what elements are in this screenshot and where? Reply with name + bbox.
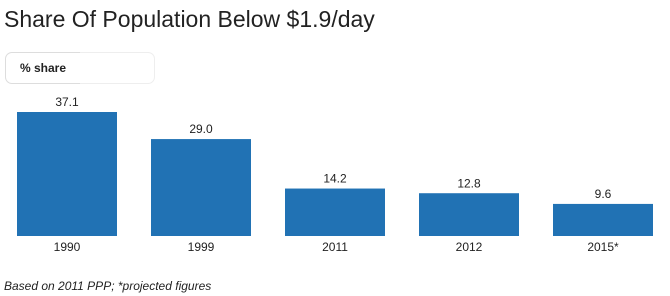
value-label: 37.1 — [55, 95, 79, 109]
toggle-button[interactable] — [80, 52, 155, 84]
x-tick-label: 2012 — [456, 240, 483, 254]
value-label: 14.2 — [323, 172, 347, 186]
bar — [17, 112, 117, 236]
x-tick-label: 2015* — [587, 240, 619, 254]
x-tick-label: 1990 — [54, 240, 81, 254]
bar — [553, 203, 653, 236]
share-button[interactable]: % share — [5, 52, 81, 84]
value-label: 29.0 — [189, 122, 213, 136]
bar — [151, 139, 251, 236]
x-tick-label: 1999 — [188, 240, 215, 254]
bar — [419, 193, 519, 236]
x-tick-label: 2011 — [322, 240, 348, 254]
value-label: 9.6 — [595, 187, 612, 201]
chart-title: Share Of Population Below $1.9/day — [4, 6, 375, 32]
footnote: Based on 2011 PPP; *projected figures — [4, 279, 211, 293]
value-label: 12.8 — [457, 176, 481, 190]
bar — [285, 188, 385, 236]
